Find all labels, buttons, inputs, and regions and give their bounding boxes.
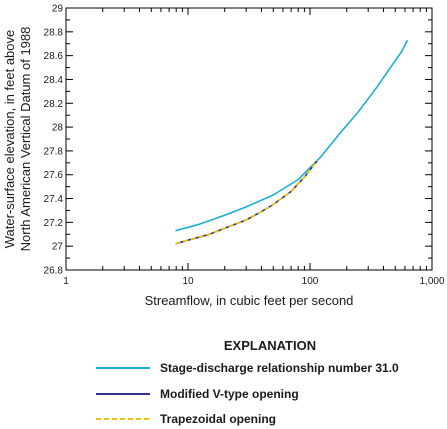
y-axis-title-line-1: Water-surface elevation, in feet above — [2, 30, 17, 248]
y-axis-title: Water-surface elevation, in feet above N… — [2, 27, 33, 252]
series-line-modified-v — [175, 159, 319, 245]
x-axis-tick-labels: 1 10 100 1,000 — [63, 276, 445, 287]
plot-area: 1 10 100 1,000 26.8 27 27.2 27.4 27.6 27.8 28 28.2… — [44, 4, 445, 288]
y-tick-label: 28 — [52, 123, 64, 134]
y-tick-label: 28.2 — [44, 99, 64, 110]
y-tick-label: 28.8 — [44, 27, 64, 38]
x-tick-label: 100 — [302, 276, 319, 287]
legend: EXPLANATION Stage-discharge relationship… — [96, 338, 399, 426]
series-lines — [175, 39, 409, 245]
y-axis-title-line-2: North American Vertical Datum of 1988 — [18, 27, 33, 252]
y-tick-label: 28.4 — [44, 75, 64, 86]
y-axis-ticks — [66, 7, 432, 271]
y-axis-tick-labels: 26.8 27 27.2 27.4 27.6 27.8 28 28.2 28.4 28.6 28.8… — [44, 4, 64, 277]
y-tick-label: 27 — [52, 242, 64, 253]
y-tick-label: 28.6 — [44, 51, 64, 62]
legend-label-stage-discharge: Stage-discharge relationship number 31.0 — [160, 361, 399, 375]
y-tick-label: 27.4 — [44, 194, 64, 205]
x-tick-label: 1 — [63, 276, 69, 287]
x-tick-label: 10 — [182, 276, 194, 287]
y-tick-label: 27.6 — [44, 170, 64, 181]
legend-label-trapezoidal: Trapezoidal opening — [160, 412, 276, 426]
series-line-stage-discharge — [175, 39, 409, 232]
x-tick-label: 1,000 — [419, 276, 444, 287]
legend-title: EXPLANATION — [224, 338, 316, 353]
y-tick-label: 29 — [52, 4, 64, 15]
plot-frame — [65, 7, 433, 271]
x-axis-title: Streamflow, in cubic feet per second — [145, 293, 354, 308]
legend-label-modified-v: Modified V-type opening — [160, 387, 299, 401]
series-line-trapezoidal — [175, 159, 319, 245]
y-tick-label: 27.8 — [44, 146, 64, 157]
y-tick-label: 26.8 — [44, 266, 64, 277]
y-tick-label: 27.2 — [44, 218, 64, 229]
x-axis-ticks — [65, 8, 433, 270]
